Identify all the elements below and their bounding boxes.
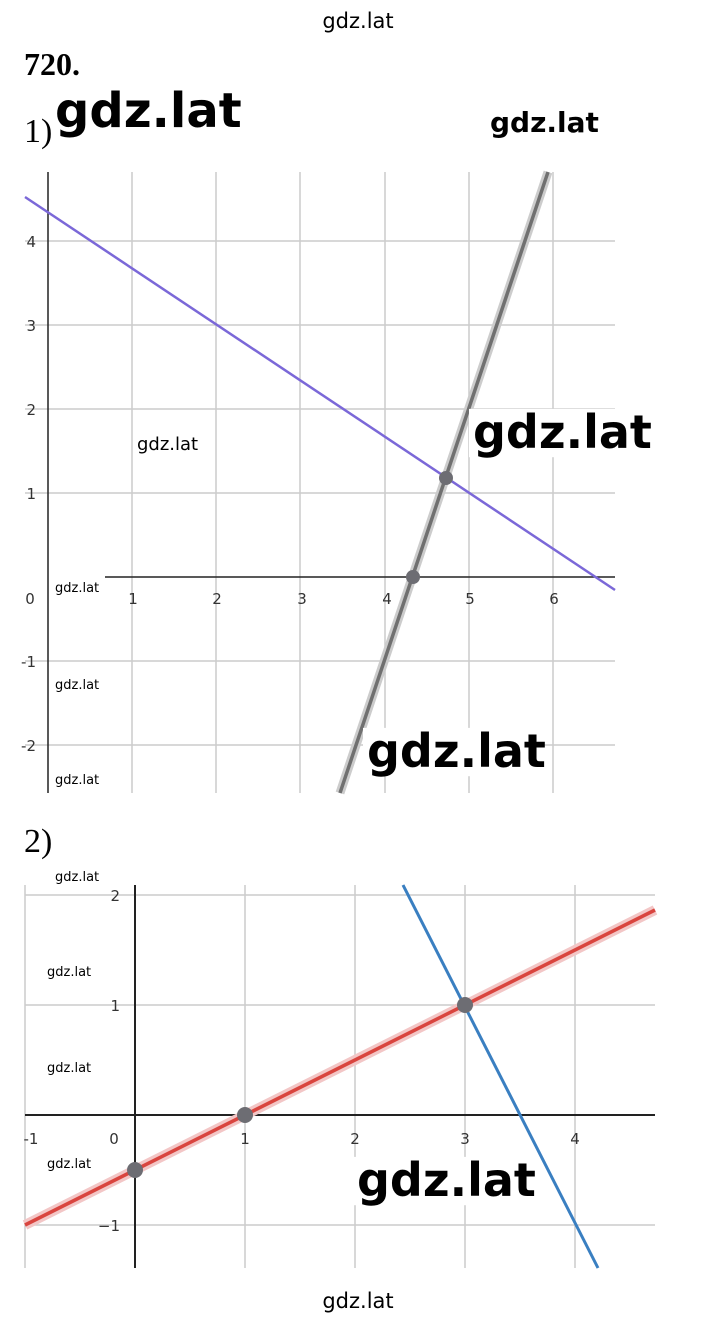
point [406,570,420,584]
watermark: gdz.lat [55,83,242,139]
x-tick-label: 0 [109,1130,119,1148]
footer-site: gdz.lat [322,1289,393,1313]
watermarks: gdz.lat gdz.lat gdz.lat gdz.lat gdz.lat gdz.l… [47,83,652,1207]
line-red [24,908,656,1227]
watermark-backdrop [363,727,543,777]
y-tick-label: -1 [21,653,36,671]
watermark: gdz.lat [47,1061,91,1076]
y-tick-label: 3 [26,317,36,335]
watermark: gdz.lat [490,106,599,139]
y-tick-label: -2 [21,737,36,755]
line-purple [24,195,616,592]
point [127,1162,143,1178]
x-tick-label: -1 [24,1130,39,1148]
y-tick-label: 2 [26,401,36,419]
watermark: gdz.lat [55,581,99,596]
graph-2: -1 0 1 2 3 4 2 1 −1 [22,884,658,1269]
x-tick-label: 2 [350,1130,360,1148]
watermark-backdrop [486,108,596,138]
graph-1: 0 1 2 3 4 5 6 4 3 2 1 -1 -2 [21,170,616,795]
point [237,1107,253,1123]
x-tick-label: 1 [128,590,138,608]
watermark: gdz.lat [367,724,546,778]
y-tick-label: 1 [26,485,36,503]
part-label: 1) [24,113,52,150]
x-tick-label: 6 [549,590,559,608]
watermark: gdz.lat [47,965,91,980]
watermark: gdz.lat [473,405,652,459]
x-tick-label: 5 [465,590,475,608]
watermark-backdrop [469,408,649,458]
x-tick-label: 3 [297,590,307,608]
watermark: gdz.lat [47,1157,91,1172]
problem-number: 720. [24,46,80,82]
watermark: gdz.lat [137,434,198,455]
watermark-backdrop [51,86,239,137]
watermark: gdz.lat [55,678,99,693]
x-tick-label: 0 [25,590,35,608]
x-tick-label: 4 [382,590,392,608]
watermark-backdrop [353,1156,533,1206]
x-tick-label: 2 [212,590,222,608]
x-tick-label: 4 [570,1130,580,1148]
point [457,997,473,1013]
y-tick-label: 2 [110,887,120,905]
part-label: 2) [24,823,52,860]
watermark: gdz.lat [357,1153,536,1207]
x-tick-label: 3 [460,1130,470,1148]
y-tick-label: 1 [110,997,120,1015]
line-blue [401,884,600,1269]
point [439,471,453,485]
watermark: gdz.lat [55,870,99,885]
watermark: gdz.lat [55,773,99,788]
x-tick-label: 1 [240,1130,250,1148]
y-tick-label: 4 [26,233,36,251]
y-tick-label: −1 [98,1217,120,1235]
header-site: gdz.lat [322,9,393,33]
